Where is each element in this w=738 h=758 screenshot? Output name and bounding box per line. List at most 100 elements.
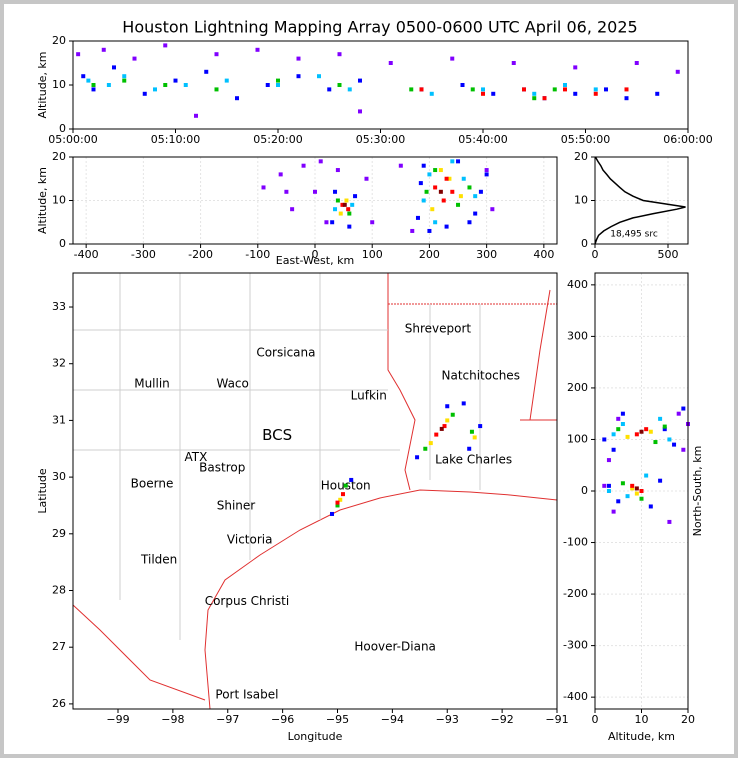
- source-point: [470, 87, 475, 92]
- y-tick-label: 30: [52, 470, 66, 483]
- x-tick-label: −98: [161, 713, 184, 726]
- y-tick-label: 20: [52, 34, 66, 47]
- source-point: [370, 220, 375, 225]
- source-point: [340, 202, 345, 207]
- x-tick-label: 05:00:00: [48, 133, 97, 146]
- source-point: [467, 185, 472, 190]
- source-point: [427, 172, 432, 177]
- panel-frame: [72, 40, 689, 130]
- y-tick-label: -100: [563, 536, 588, 549]
- x-tick-label: −91: [545, 713, 568, 726]
- source-point: [644, 427, 649, 432]
- source-point: [681, 447, 686, 452]
- place-label: Shiner: [217, 499, 256, 513]
- source-point: [478, 189, 483, 194]
- source-point: [634, 61, 639, 65]
- source-point: [658, 478, 663, 483]
- source-point: [428, 441, 433, 446]
- y-tick-label: -300: [563, 639, 588, 652]
- panel-frame: [72, 272, 558, 710]
- place-label: Port Isabel: [215, 687, 278, 701]
- source-point: [484, 168, 489, 173]
- x-tick-label: 06:00:00: [663, 133, 712, 146]
- y-axis-label: Altitude, km: [36, 167, 49, 234]
- source-point: [450, 412, 455, 417]
- source-point: [261, 185, 266, 190]
- source-point: [330, 511, 335, 516]
- source-point: [611, 432, 616, 437]
- source-point: [447, 176, 452, 181]
- source-point: [630, 483, 635, 488]
- y-tick-label: 200: [567, 381, 588, 394]
- y-tick-label: 27: [52, 640, 66, 653]
- panel-frame: [594, 156, 689, 245]
- figure-title: Houston Lightning Mapping Array 0500-060…: [122, 18, 637, 37]
- source-point: [101, 47, 106, 52]
- y-tick-label: -200: [563, 587, 588, 600]
- county-lines: [73, 273, 481, 640]
- source-point: [204, 69, 209, 74]
- source-point: [439, 426, 444, 431]
- x-tick-label: 400: [533, 248, 554, 261]
- source-point: [415, 215, 420, 220]
- x-tick-label: 10: [635, 713, 649, 726]
- x-tick-label: 20: [681, 713, 695, 726]
- x-tick-label: 0: [312, 248, 319, 261]
- source-point: [658, 416, 663, 421]
- source-point: [606, 458, 611, 463]
- source-point: [318, 159, 323, 164]
- source-point: [335, 503, 340, 508]
- place-label: ATX: [185, 450, 208, 464]
- source-point: [194, 113, 198, 118]
- source-point: [522, 87, 526, 92]
- source-point: [481, 91, 485, 96]
- y-tick-label: 28: [52, 584, 66, 597]
- source-point: [667, 519, 672, 524]
- x-tick-label: 05:40:00: [458, 133, 507, 146]
- source-point: [445, 418, 450, 423]
- source-point: [450, 189, 455, 194]
- source-point: [450, 56, 455, 61]
- source-point: [433, 220, 438, 225]
- source-point: [358, 109, 362, 114]
- source-point: [214, 52, 219, 57]
- source-point: [340, 492, 345, 497]
- source-point: [444, 176, 449, 181]
- source-point: [337, 52, 342, 57]
- source-point: [122, 78, 127, 83]
- border-louisiana: [387, 273, 416, 491]
- place-label: Mullin: [134, 377, 170, 391]
- x-tick-label: 500: [657, 248, 678, 261]
- x-tick-label: −97: [216, 713, 239, 726]
- source-point: [441, 198, 446, 203]
- source-point: [681, 406, 686, 411]
- source-point: [653, 440, 658, 445]
- x-tick-label: -400: [74, 248, 99, 261]
- source-point: [639, 496, 644, 501]
- x-tick-label: 0: [592, 248, 599, 261]
- source-point: [438, 189, 443, 194]
- source-point: [335, 500, 340, 505]
- source-point: [317, 74, 321, 79]
- place-label: Lake Charles: [435, 453, 512, 467]
- source-point: [552, 87, 557, 92]
- source-point: [620, 481, 625, 486]
- source-point: [616, 416, 621, 421]
- x-tick-label: 200: [419, 248, 440, 261]
- y-tick-label: 26: [52, 697, 66, 710]
- source-point: [438, 168, 443, 173]
- y-tick-label: 300: [567, 329, 588, 342]
- y-axis-label: Altitude, km: [36, 51, 49, 118]
- border-mississippi: [520, 289, 557, 421]
- source-point: [593, 87, 598, 92]
- source-point: [335, 198, 340, 203]
- source-point: [214, 87, 219, 92]
- source-point: [338, 497, 343, 502]
- source-point: [278, 172, 283, 177]
- source-point: [350, 202, 355, 207]
- y-tick-label: 0: [581, 484, 588, 497]
- source-point: [461, 176, 466, 181]
- source-point: [423, 446, 428, 451]
- source-point: [648, 504, 653, 509]
- x-axis-label: Longitude: [288, 730, 343, 743]
